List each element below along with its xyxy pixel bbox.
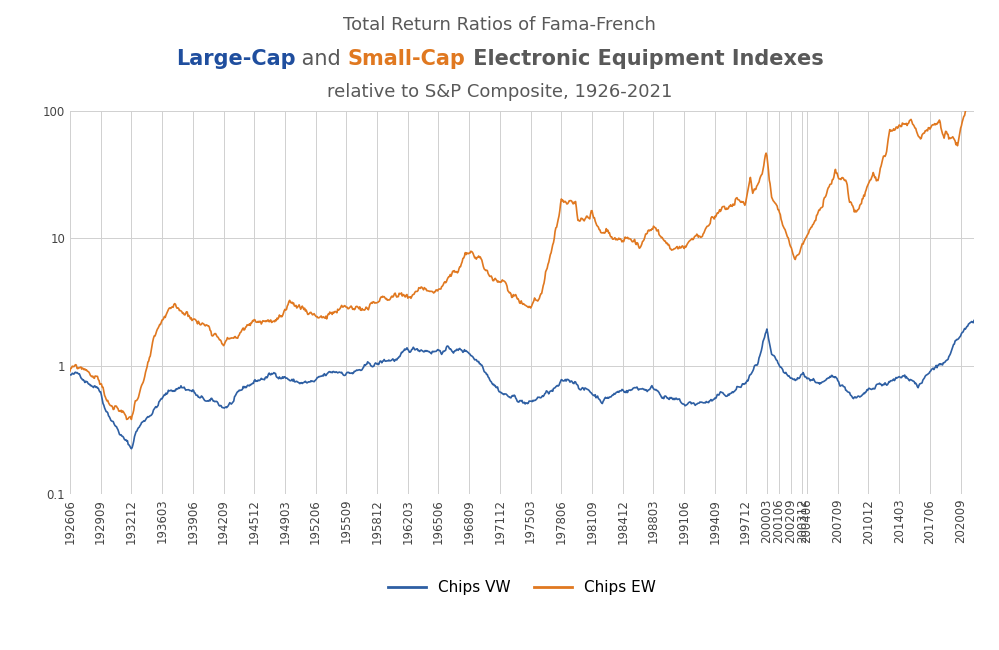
- Text: Electronic Equipment Indexes: Electronic Equipment Indexes: [466, 49, 823, 69]
- Text: Total Return Ratios of Fama-French: Total Return Ratios of Fama-French: [343, 16, 656, 34]
- Text: Large-Cap: Large-Cap: [176, 49, 296, 69]
- Text: Small-Cap: Small-Cap: [348, 49, 466, 69]
- Text: relative to S&P Composite, 1926-2021: relative to S&P Composite, 1926-2021: [327, 83, 672, 101]
- Text: and: and: [296, 49, 348, 69]
- Legend: Chips VW, Chips EW: Chips VW, Chips EW: [382, 574, 662, 601]
